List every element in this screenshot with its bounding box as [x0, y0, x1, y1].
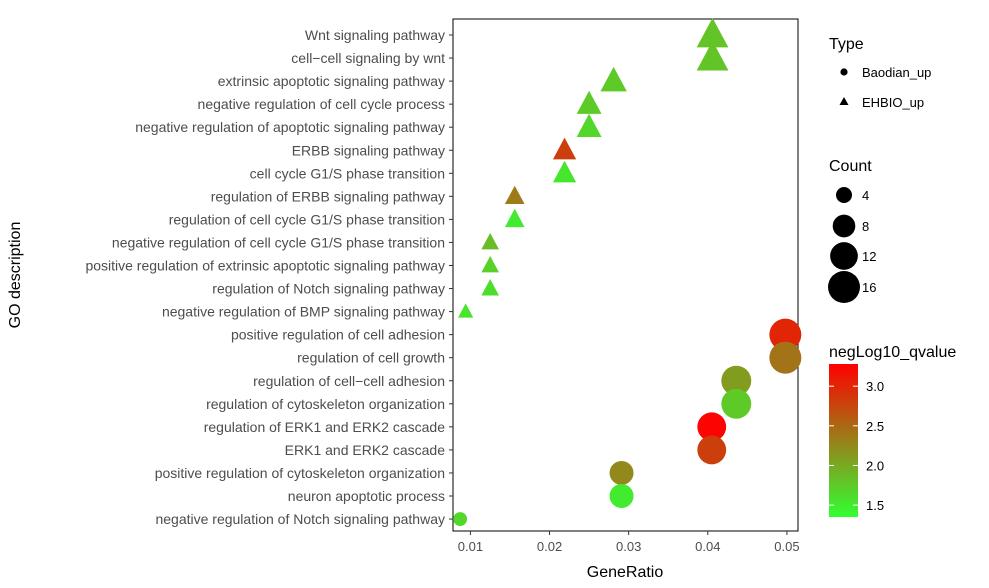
plot-layer: Wnt signaling pathway cell−cell signaling… — [85, 17, 802, 554]
data-point-triangle — [696, 40, 729, 71]
legend-color-label: 2.5 — [866, 419, 884, 434]
legend-color-label: 1.5 — [866, 498, 884, 513]
x-tick-label: 0.05 — [774, 539, 799, 554]
legend-count-label: 12 — [862, 249, 876, 264]
legend-color-bar — [829, 364, 858, 517]
y-tick-label: regulation of cell growth — [297, 350, 445, 366]
legend-count-label: 8 — [862, 219, 869, 234]
legend-count-circle — [830, 242, 858, 270]
data-point-circle — [697, 412, 727, 442]
data-point-triangle — [552, 160, 577, 183]
data-point-circle — [721, 365, 752, 396]
data-point-triangle — [600, 66, 627, 92]
data-point-circle — [721, 388, 752, 419]
legend-color-title: negLog10_qvalue — [829, 344, 956, 361]
x-axis-title: GeneRatio — [587, 564, 664, 581]
data-point-triangle — [481, 255, 499, 273]
legend-type-label-baodian: Baodian_up — [862, 65, 931, 80]
plot-panel-border — [452, 18, 799, 532]
y-tick-label: regulation of cell−cell adhesion — [253, 373, 445, 389]
data-point-circle — [769, 318, 802, 351]
y-tick-label: neuron apoptotic process — [288, 488, 445, 504]
y-tick-label: positive regulation of extrinsic apoptot… — [85, 258, 445, 274]
legend-color-label: 3.0 — [866, 379, 884, 394]
y-tick-label: ERBB signaling pathway — [292, 142, 445, 158]
legend-type-label-ehbio: EHBIO_up — [862, 95, 924, 110]
legend-type-title: Type — [829, 36, 864, 53]
y-tick-label: negative regulation of Notch signaling p… — [155, 511, 445, 527]
y-tick-label: negative regulation of apoptotic signali… — [135, 119, 445, 135]
y-tick-label: regulation of cell cycle G1/S phase tran… — [169, 211, 445, 227]
data-point-circle — [609, 460, 634, 485]
y-tick-label: cell cycle G1/S phase transition — [250, 165, 445, 181]
data-point-circle — [609, 484, 634, 508]
legend-count-circle — [832, 214, 856, 238]
data-point-triangle — [504, 208, 525, 228]
y-tick-label: negative regulation of cell cycle proces… — [198, 96, 445, 112]
data-point-circle — [697, 435, 727, 465]
legend-triangle-icon — [839, 97, 849, 105]
data-point-triangle — [552, 137, 577, 160]
data-point-triangle — [481, 279, 499, 296]
y-tick-label: positive regulation of cytoskeleton orga… — [155, 465, 445, 481]
data-point-triangle — [696, 17, 729, 48]
legend-count-label: 16 — [862, 280, 876, 295]
data-point-circle — [453, 512, 468, 526]
y-tick-label: regulation of ERK1 and ERK2 cascade — [204, 419, 445, 435]
y-tick-label: negative regulation of BMP signaling pat… — [162, 304, 445, 320]
data-point-triangle — [576, 113, 602, 137]
data-point-triangle — [481, 232, 499, 250]
legend-count: Count 4 8 12 16 — [828, 158, 876, 303]
legend-type: Type Baodian_up EHBIO_up — [829, 36, 931, 110]
y-tick-label: Wnt signaling pathway — [305, 27, 445, 43]
x-tick-label: 0.02 — [537, 539, 562, 554]
y-tick-label: positive regulation of cell adhesion — [231, 327, 445, 343]
data-point-triangle — [576, 90, 602, 114]
y-tick-label: extrinsic apoptotic signaling pathway — [218, 73, 445, 89]
legend-count-label: 4 — [862, 188, 869, 203]
y-tick-label: regulation of ERBB signaling pathway — [211, 188, 445, 204]
y-axis-title: GO description — [7, 222, 24, 329]
x-tick-label: 0.04 — [695, 539, 720, 554]
legend-color: negLog10_qvalue 1.5 2.0 2.5 3.0 — [829, 344, 956, 517]
y-tick-label: cell−cell signaling by wnt — [291, 50, 445, 66]
y-tick-label: ERK1 and ERK2 cascade — [285, 442, 446, 458]
x-tick-label: 0.03 — [616, 539, 641, 554]
legend-color-label: 2.0 — [866, 458, 884, 473]
y-tick-label: regulation of cytoskeleton organization — [206, 396, 445, 412]
legend-circle-icon — [840, 68, 848, 76]
y-tick-label: regulation of Notch signaling pathway — [212, 281, 445, 297]
data-point-triangle — [504, 185, 525, 205]
x-tick-label: 0.01 — [458, 539, 483, 554]
data-point-triangle — [458, 303, 474, 318]
data-point-circle — [769, 341, 802, 374]
legend-count-circle — [836, 187, 852, 203]
legend-count-title: Count — [829, 158, 872, 175]
y-tick-label: negative regulation of cell cycle G1/S p… — [112, 234, 445, 250]
legend-count-circle — [828, 271, 860, 303]
